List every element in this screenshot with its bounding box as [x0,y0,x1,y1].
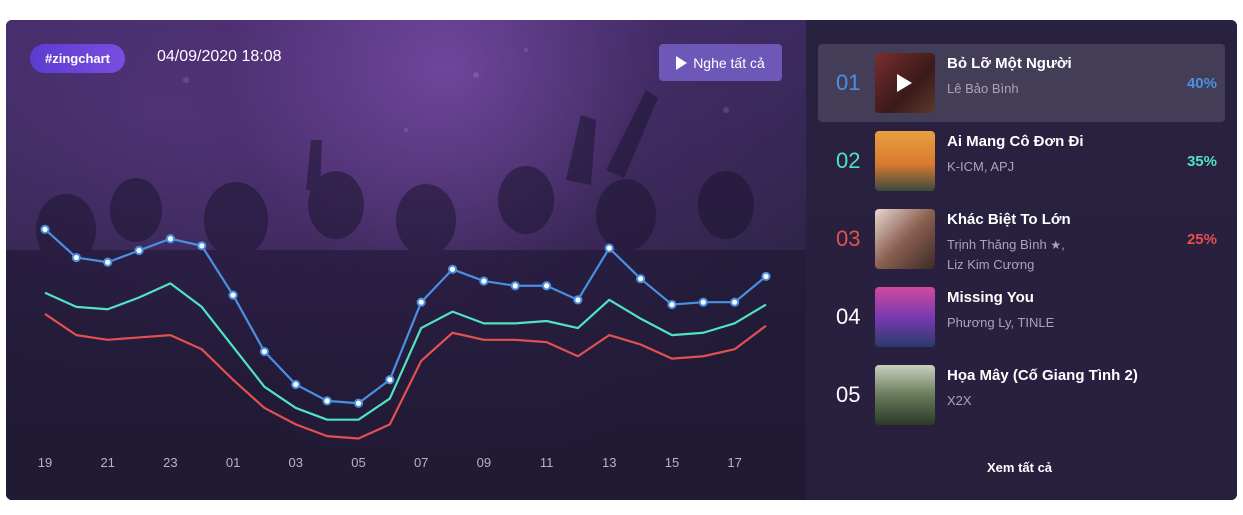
artist-name[interactable]: Liz Kim Cương [947,257,1035,272]
list-item[interactable]: 04 Missing You Phương Ly, TINLE [818,278,1225,356]
data-point[interactable] [71,252,81,263]
song-thumbnail[interactable] [875,53,935,113]
play-icon [676,55,688,70]
song-artist[interactable]: Trịnh Thăng Bình ★, Liz Kim Cương [947,237,1065,272]
x-tick-label: 19 [38,455,52,470]
data-point[interactable] [761,271,771,281]
rank-number: 02 [836,148,861,173]
data-point[interactable] [197,241,207,251]
chart-datetime: 04/09/2020 18:08 [157,48,282,65]
data-point[interactable] [510,281,520,291]
play-all-label: Nghe tất cả [693,54,765,71]
x-tick-label: 05 [351,455,365,470]
series-line-rank-1 [44,228,767,405]
series-line-rank-2 [44,282,767,421]
rank-number: 05 [836,382,861,407]
data-point[interactable] [291,379,301,390]
data-point[interactable] [479,276,489,286]
data-point[interactable] [573,295,583,305]
x-tick-label: 13 [602,455,616,470]
x-tick-label: 03 [289,455,303,470]
list-item[interactable]: 05 Họa Mây (Cố Giang Tình 2) X2X [818,356,1225,434]
data-point[interactable] [353,398,364,408]
song-thumbnail[interactable] [875,287,935,347]
song-title[interactable]: Missing You [947,289,1034,306]
data-point[interactable] [134,245,144,256]
data-point[interactable] [165,234,175,244]
crowd-background [6,48,806,500]
list-item[interactable]: 03 Khác Biệt To Lớn Trịnh Thăng Bình ★, … [818,200,1225,278]
data-point[interactable] [447,264,458,274]
song-thumbnail[interactable] [875,131,935,191]
song-title[interactable]: Khác Biệt To Lớn [947,211,1071,228]
song-artist[interactable]: Phương Ly, TINLE [947,315,1055,330]
song-percent: 25% [1186,231,1217,248]
song-thumbnail[interactable] [875,209,935,269]
song-title[interactable]: Họa Mây (Cố Giang Tình 2) [947,367,1138,384]
data-point[interactable] [103,257,113,267]
chart-panel: #zingchart 04/09/2020 18:08 Nghe tất cả … [6,20,806,500]
chart-ranking-list: 01 Bỏ Lỡ Một Người Lê Bảo Bình 40% 02 Ai… [806,20,1237,500]
x-tick-label: 11 [540,455,554,470]
x-tick-label: 21 [100,455,114,470]
song-artist[interactable]: K-ICM, APJ [947,159,1015,174]
rank-number: 03 [836,226,861,251]
rank-number: 04 [836,304,861,329]
rank-number: 01 [836,70,861,95]
data-point[interactable] [322,396,332,406]
x-tick-label: 15 [665,455,679,470]
song-thumbnail[interactable] [875,365,935,425]
view-all-link[interactable]: Xem tất cả [987,460,1053,475]
x-tick-label: 09 [477,455,491,470]
data-point[interactable] [385,375,395,385]
zingchart-badge[interactable]: #zingchart [30,44,126,73]
song-title[interactable]: Ai Mang Cô Đơn Đi [947,133,1084,150]
data-point[interactable] [416,297,426,307]
x-tick-label: 17 [727,455,741,470]
data-point[interactable] [636,274,646,284]
data-point[interactable] [667,299,677,310]
data-point[interactable] [604,243,614,253]
x-tick-label: 01 [226,455,240,470]
song-title[interactable]: Bỏ Lỡ Một Người [947,55,1072,72]
artist-name[interactable]: Trịnh Thăng Bình [947,237,1047,252]
data-point[interactable] [730,297,740,307]
play-icon[interactable] [897,74,912,92]
x-tick-label: 07 [414,455,428,470]
data-point[interactable] [541,281,552,291]
list-item[interactable]: 01 Bỏ Lỡ Một Người Lê Bảo Bình 40% [818,44,1225,122]
star-icon: ★ [1050,238,1062,252]
data-point[interactable] [259,346,270,357]
series-line-rank-3 [44,313,767,440]
song-artist[interactable]: X2X [947,393,972,408]
song-percent: 35% [1186,153,1217,170]
zingchart-card: #zingchart 04/09/2020 18:08 Nghe tất cả … [6,20,1237,500]
trend-chart: 19 21 23 01 03 05 07 09 11 13 15 17 [38,224,771,470]
data-point[interactable] [698,297,708,307]
data-point[interactable] [228,290,238,300]
list-item[interactable]: 02 Ai Mang Cô Đơn Đi K-ICM, APJ 35% [818,122,1225,200]
song-artist[interactable]: Lê Bảo Bình [947,81,1019,96]
data-point[interactable] [40,224,50,234]
x-tick-label: 23 [163,455,177,470]
play-all-button[interactable]: Nghe tất cả [659,44,782,81]
song-percent: 40% [1186,75,1217,92]
